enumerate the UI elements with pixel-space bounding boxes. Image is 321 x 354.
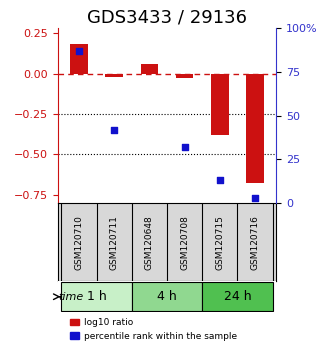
Text: GSM120710: GSM120710 xyxy=(74,215,83,270)
Bar xyxy=(141,64,158,74)
Bar xyxy=(211,74,229,135)
FancyBboxPatch shape xyxy=(202,282,273,312)
Text: 24 h: 24 h xyxy=(223,290,251,303)
Point xyxy=(252,195,257,200)
Text: 4 h: 4 h xyxy=(157,290,177,303)
Title: GDS3433 / 29136: GDS3433 / 29136 xyxy=(87,9,247,27)
Text: GSM120715: GSM120715 xyxy=(215,215,224,270)
Text: GSM120708: GSM120708 xyxy=(180,215,189,270)
Bar xyxy=(105,74,123,77)
FancyBboxPatch shape xyxy=(132,282,202,312)
Legend: log10 ratio, percentile rank within the sample: log10 ratio, percentile rank within the … xyxy=(67,315,240,344)
Text: GSM120711: GSM120711 xyxy=(109,215,119,270)
Point xyxy=(111,127,117,132)
Bar xyxy=(70,45,88,74)
Point xyxy=(217,177,222,183)
Text: 1 h: 1 h xyxy=(87,290,106,303)
Bar xyxy=(176,74,193,79)
FancyBboxPatch shape xyxy=(61,282,132,312)
Bar xyxy=(246,74,264,183)
Point xyxy=(182,144,187,150)
Text: time: time xyxy=(58,292,84,302)
Point xyxy=(76,48,82,54)
Text: GSM120716: GSM120716 xyxy=(250,215,259,270)
Text: GSM120648: GSM120648 xyxy=(145,215,154,269)
